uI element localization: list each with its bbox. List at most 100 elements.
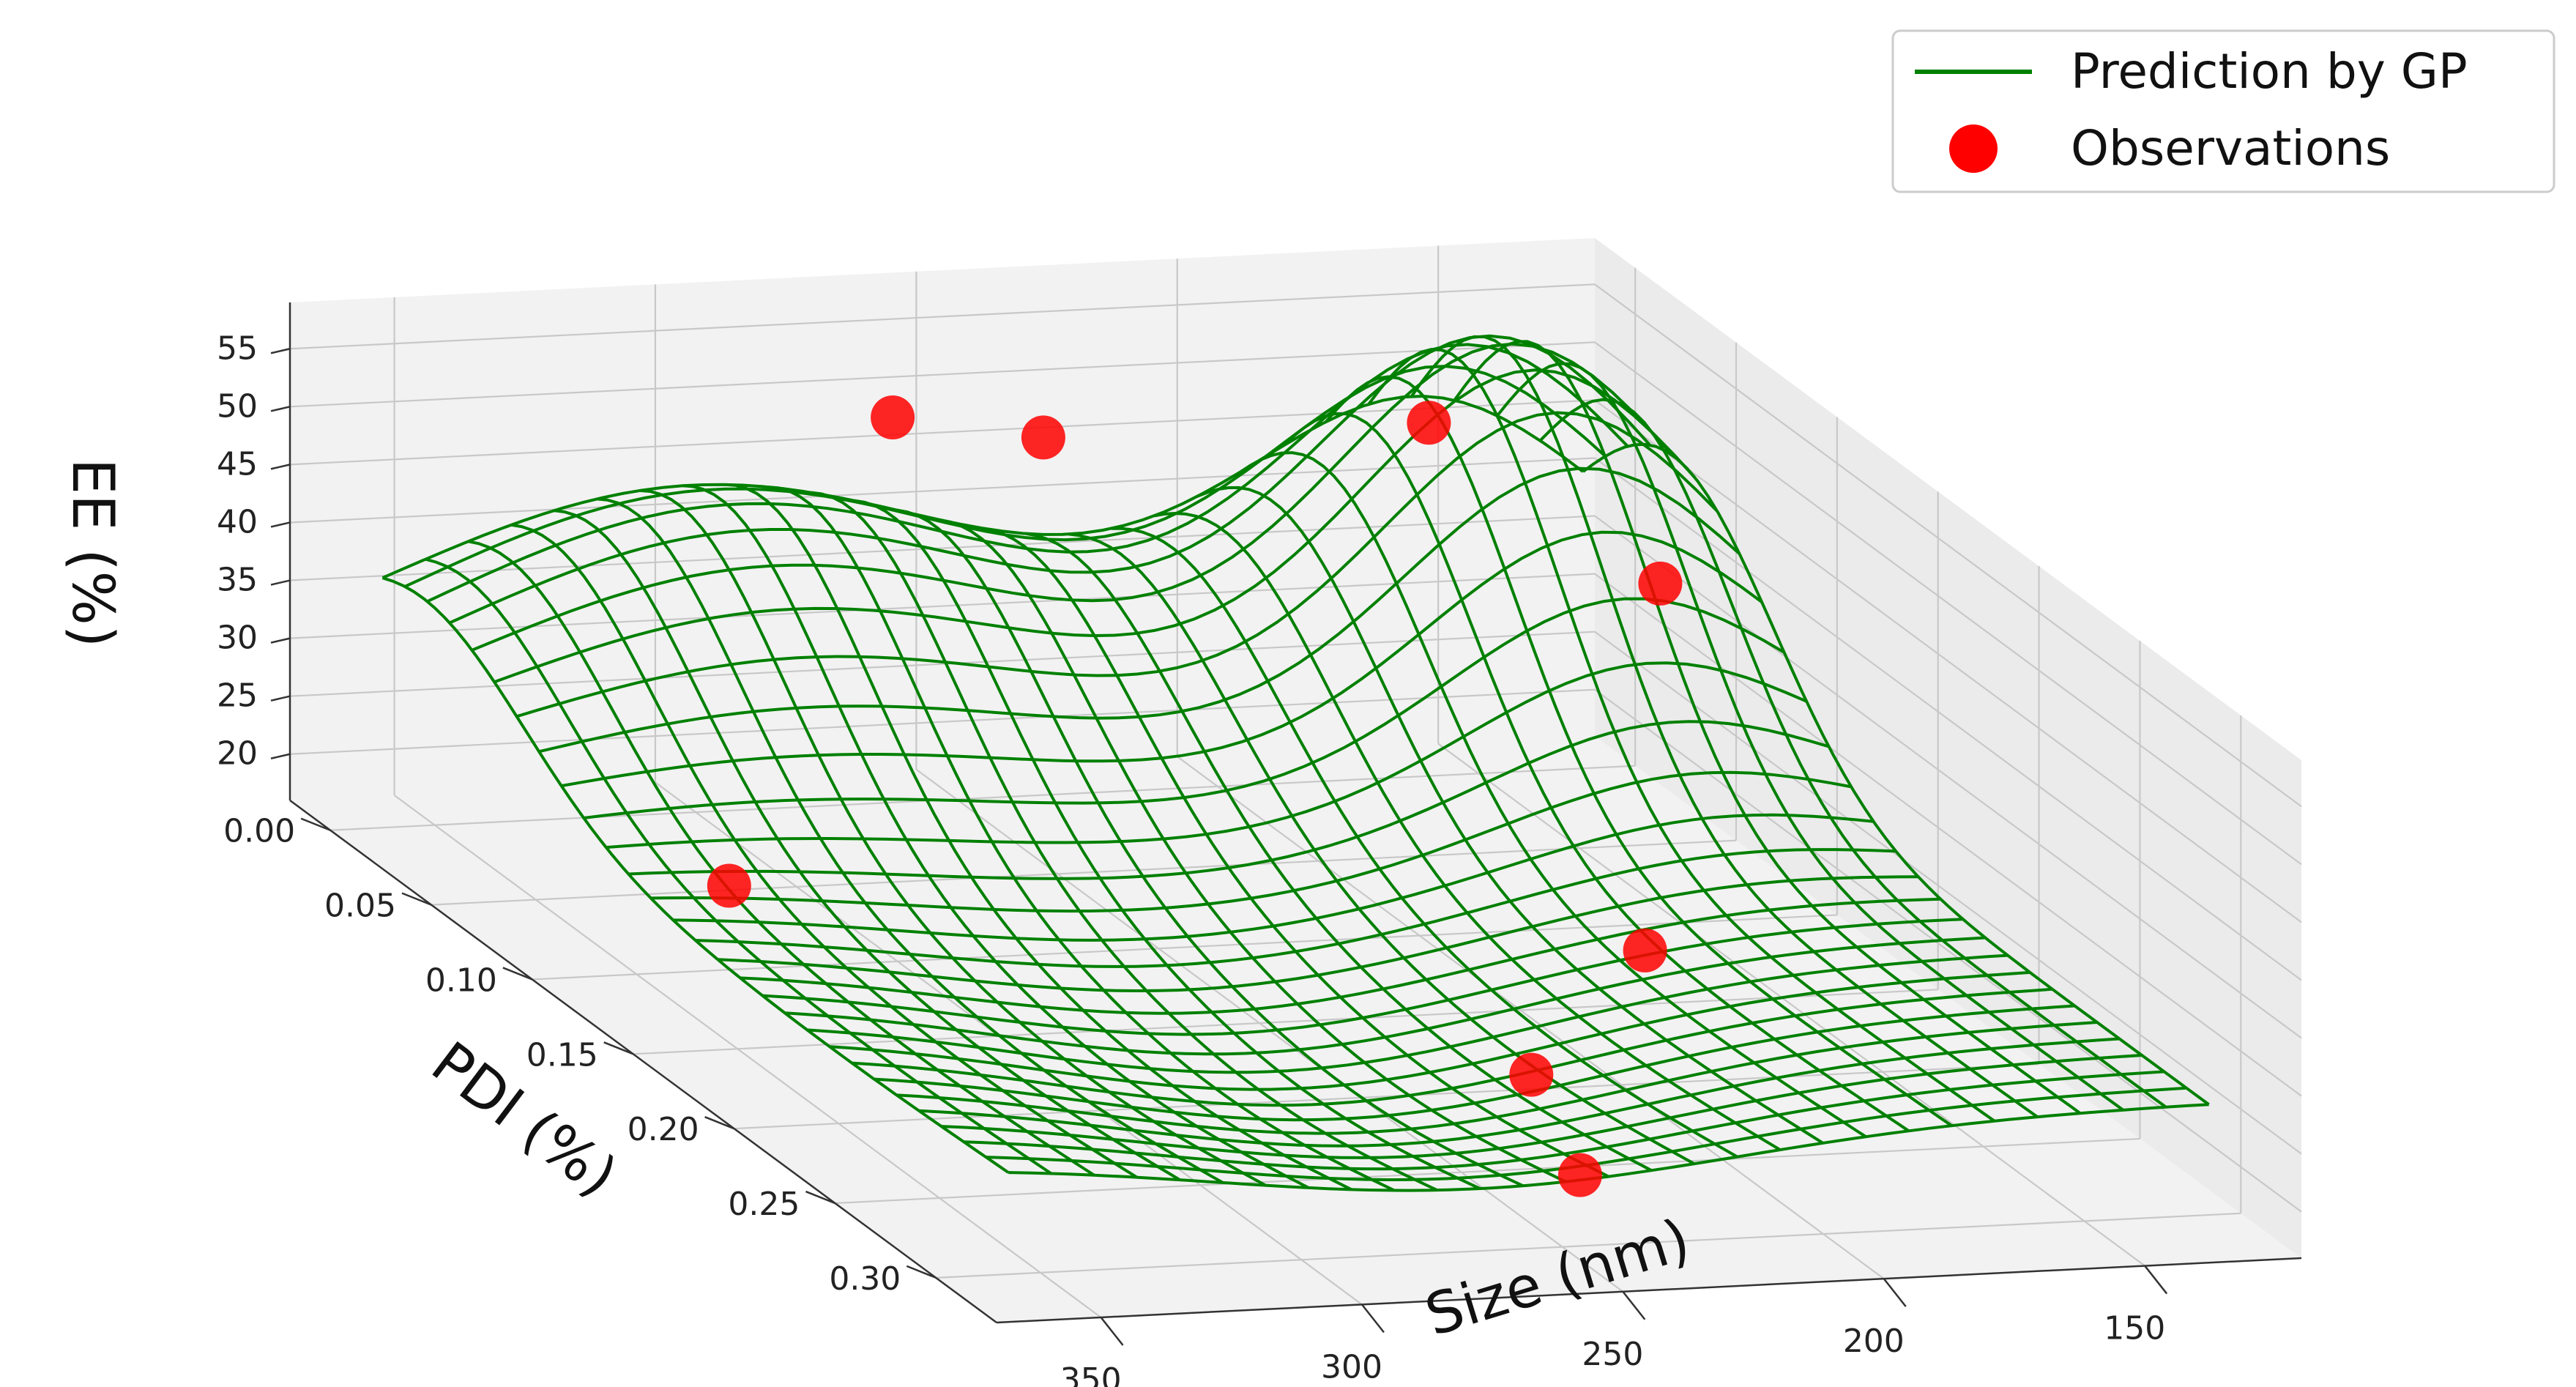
surface-wire-y	[784, 936, 1986, 1056]
surface-wire-y	[561, 530, 1763, 788]
x-tick-mark	[1100, 1317, 1124, 1346]
surface-wire-y	[606, 661, 1807, 849]
observation-point	[871, 395, 915, 439]
gridline-side-z	[1594, 341, 2302, 866]
z-tick-mark	[270, 348, 291, 354]
gridline-floor-y	[936, 1212, 2241, 1279]
surface-wire-y	[538, 466, 1741, 754]
observation-point	[1623, 928, 1667, 973]
right-pane	[1595, 238, 2301, 1258]
axis-ticks: 150 200 250 300 350 0.00 0.05 0.10 0.15 0.20 0.25 0…	[217, 330, 2168, 1387]
y-tick-mark	[300, 817, 331, 831]
y-tick-label: 0.15	[526, 1036, 598, 1074]
gridline-side-z	[1594, 688, 2302, 1213]
y-tick-label: 0.00	[223, 813, 295, 850]
z-tick-label: 30	[217, 620, 258, 657]
surface-wire-y	[941, 1054, 2143, 1159]
z-tick-mark	[270, 579, 291, 586]
y-tick-label: 0.05	[324, 888, 396, 925]
gridline-back-z	[289, 688, 1596, 755]
gridline-floor-x	[1177, 756, 1885, 1280]
surface-wire-y	[404, 365, 1607, 588]
surface-wire-y	[516, 411, 1719, 718]
z-axis-label: EE (%)	[59, 458, 125, 647]
legend-marker-observations	[1949, 124, 1998, 173]
surface-wire-y	[762, 918, 1963, 1036]
x-tick-mark	[1883, 1278, 1907, 1307]
surface-wire-y	[583, 597, 1785, 819]
gridline-back-z	[289, 341, 1596, 408]
z-tick-label: 50	[217, 387, 258, 425]
x-tick-label: 200	[1843, 1323, 1905, 1360]
surface-wire-y	[1008, 1103, 2209, 1192]
gridline-side-z	[1594, 457, 2302, 981]
z-tick-mark	[270, 637, 291, 644]
legend-label-prediction: Prediction by GP	[2071, 43, 2468, 100]
x-tick-label: 300	[1321, 1348, 1382, 1386]
x-tick-label: 250	[1582, 1336, 1643, 1373]
observation-point	[1557, 1153, 1602, 1197]
gridline-back-z	[289, 631, 1596, 697]
gridline-side-z	[1594, 399, 2302, 923]
y-tick-label: 0.25	[728, 1186, 800, 1223]
surface-wire-y	[874, 1004, 2075, 1122]
gridline-side-z	[1594, 283, 2302, 808]
y-tick-mark	[805, 1190, 835, 1205]
surface-wire-y	[918, 1037, 2120, 1148]
gridline-floor-y	[532, 914, 1837, 981]
legend-label-observations: Observations	[2071, 120, 2390, 176]
surface-wire-y	[695, 848, 1896, 968]
z-tick-label: 25	[217, 677, 258, 715]
y-tick-mark	[906, 1265, 937, 1279]
surface-wire-y	[740, 897, 1941, 1015]
gridline-side-z	[1594, 515, 2302, 1039]
y-axis-line	[289, 799, 997, 1324]
gridline-floor-y	[734, 1063, 2039, 1130]
z-tick-label: 45	[217, 445, 258, 483]
observation-point	[707, 863, 751, 908]
gridline-side-z	[1594, 573, 2302, 1097]
axis-lines	[289, 302, 2302, 1324]
x-tick-mark	[2144, 1265, 2168, 1295]
gp-prediction-surface	[381, 334, 2210, 1192]
surface-wire-y	[628, 720, 1830, 880]
gridline-back-z	[289, 457, 1596, 524]
surface-wire-y	[718, 875, 1918, 993]
gridline-back-z	[289, 515, 1596, 581]
z-tick-mark	[270, 753, 291, 759]
surface-wire-y	[964, 1070, 2164, 1171]
gridline-back-z	[289, 399, 1596, 466]
gridline-floor-y	[835, 1137, 2140, 1205]
x-tick-mark	[1622, 1290, 1646, 1320]
surface-wire-y	[471, 342, 1674, 652]
gridline-floor-y	[330, 765, 1636, 831]
gridline-back-z	[289, 283, 1596, 350]
legend-frame	[1891, 29, 2555, 193]
y-tick-mark	[502, 967, 533, 981]
y-tick-label: 0.10	[425, 962, 497, 1000]
gridline-floor-x	[1437, 743, 2145, 1267]
y-tick-mark	[603, 1041, 634, 1055]
surface-wire-y	[852, 987, 2053, 1107]
x-tick-label: 350	[1060, 1361, 1122, 1387]
z-tick-label: 35	[217, 562, 258, 599]
z-tick-label: 55	[217, 330, 258, 367]
y-tick-label: 0.20	[628, 1111, 699, 1148]
surface-wire-y	[381, 394, 1585, 579]
z-tick-label: 20	[217, 735, 258, 773]
z-tick-mark	[270, 464, 291, 470]
x-tick-label: 150	[2104, 1310, 2165, 1347]
surface-wire-y	[807, 953, 2008, 1074]
surface-wire-y	[494, 368, 1696, 684]
y-tick-mark	[401, 892, 432, 906]
legend: Prediction by GP Observations	[1891, 29, 2555, 193]
surface-wire-y	[896, 1021, 2098, 1135]
surface-wire-y	[449, 334, 1651, 625]
gridline-side-z	[1594, 631, 2302, 1155]
z-tick-mark	[270, 406, 291, 412]
surface-wire-y	[829, 970, 2030, 1091]
observation-point	[1407, 401, 1451, 445]
observation-point	[1638, 561, 1683, 606]
z-tick-label: 40	[217, 504, 258, 541]
